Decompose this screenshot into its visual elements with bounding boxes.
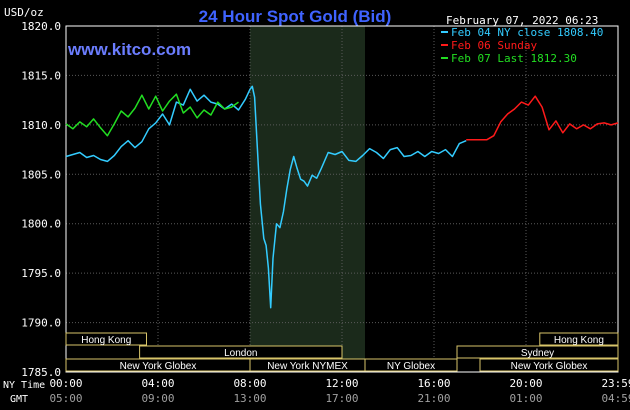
session-label: London <box>224 348 257 359</box>
y-tick-label: 1800.0 <box>21 218 61 231</box>
x-tick-label-gmt: 05:00 <box>49 392 82 405</box>
x-tick-label-ny: 16:00 <box>417 377 450 390</box>
market-sessions: Hong Kong Hong Kong London Sydney New York G… <box>65 332 619 372</box>
y-tick-label: 1790.0 <box>21 317 61 330</box>
x-tick-label-ny: 23:59 <box>601 377 630 390</box>
session-box <box>364 358 458 372</box>
session-box <box>479 358 619 372</box>
gmt-row-label: GMT <box>10 394 28 405</box>
x-tick-label-gmt: 21:00 <box>417 392 450 405</box>
series-line-3 <box>65 93 239 137</box>
session-label: New York NYMEX <box>267 361 348 372</box>
x-axis-ticks: 00:00 05:00 04:00 09:00 08:00 13:00 12:00 17:00… <box>49 377 630 405</box>
session-label: NY Globex <box>387 361 435 372</box>
legend-entry: Feb 04 NY close 1808.40 <box>451 26 603 39</box>
chart-title: 24 Hour Spot Gold (Bid) <box>199 7 392 26</box>
nymex-shaded-period <box>250 26 365 372</box>
series-lines <box>65 85 619 309</box>
x-tick-label-gmt: 04:59 <box>601 392 630 405</box>
session-label: New York Globex <box>120 361 197 372</box>
legend-entry: Feb 07 Last 1812.30 <box>451 52 577 65</box>
y-tick-label: 1820.0 <box>21 20 61 33</box>
legend-entry: Feb 06 Sunday <box>451 39 537 52</box>
x-tick-label-ny: 20:00 <box>509 377 542 390</box>
x-tick-label-gmt: 13:00 <box>233 392 266 405</box>
session-label: Hong Kong <box>81 335 131 346</box>
session-box <box>539 332 619 346</box>
y-tick-label: 1805.0 <box>21 168 61 181</box>
x-tick-label-ny: 00:00 <box>49 377 82 390</box>
plot-frame <box>65 25 619 373</box>
x-tick-label-gmt: 01:00 <box>509 392 542 405</box>
y-tick-label: 1810.0 <box>21 119 61 132</box>
y-axis-label: USD/oz <box>4 6 44 19</box>
y-tick-label: 1795.0 <box>21 267 61 280</box>
x-tick-label-gmt: 09:00 <box>141 392 174 405</box>
x-tick-label-ny: 04:00 <box>141 377 174 390</box>
x-tick-label-ny: 12:00 <box>325 377 358 390</box>
y-tick-label: 1815.0 <box>21 69 61 82</box>
session-box <box>456 345 619 359</box>
x-tick-label-ny: 08:00 <box>233 377 266 390</box>
session-box <box>65 332 147 346</box>
y-axis-ticks: 1820.0 1815.0 1810.0 1805.0 1800.0 1795.0 1790… <box>21 20 61 379</box>
ny-time-row-label: NY Time <box>3 380 45 391</box>
session-label: Hong Kong <box>554 335 604 346</box>
website-label: www.kitco.com <box>67 40 191 59</box>
y-tick-label: 1785.0 <box>21 366 61 379</box>
series-line-1 <box>65 85 467 309</box>
session-label: New York Globex <box>511 361 588 372</box>
date-label: February 07, 2022 06:23 <box>446 14 598 27</box>
series-line-2 <box>466 95 619 141</box>
x-tick-label-gmt: 17:00 <box>325 392 358 405</box>
session-label: Sydney <box>521 348 554 359</box>
session-box <box>139 345 343 359</box>
